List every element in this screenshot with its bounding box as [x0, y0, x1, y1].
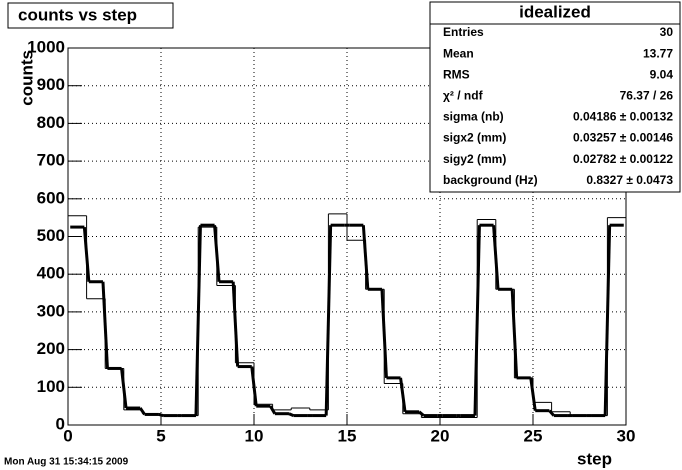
stats-value: 13.77 [643, 46, 673, 60]
fit-connector [288, 412, 295, 417]
fit-connector [510, 289, 519, 378]
x-axis-label: step [577, 449, 612, 468]
fit-connector [361, 225, 370, 290]
fit-connector [82, 226, 91, 282]
x-tick-label: 25 [524, 426, 543, 445]
stats-value: 76.37 / 26 [620, 88, 674, 102]
fit-connector [399, 377, 407, 413]
y-tick-label: 100 [37, 377, 65, 396]
y-tick-label: 500 [37, 226, 65, 245]
stats-title: idealized [519, 2, 591, 21]
fit-connector [380, 289, 388, 378]
fit-connector [138, 407, 146, 416]
y-tick-label: 700 [37, 151, 65, 170]
y-tick-label: 900 [37, 75, 65, 94]
fit-connector [250, 366, 258, 407]
stats-label: Mean [443, 46, 474, 60]
x-tick-label: 0 [63, 426, 72, 445]
y-tick-label: 400 [37, 264, 65, 283]
title-box [7, 2, 174, 29]
fit-connector [120, 368, 128, 409]
fit-connector [548, 409, 555, 417]
stats-label: Entries [443, 25, 484, 39]
x-tick-label: 20 [431, 426, 450, 445]
x-tick-label: 30 [617, 426, 636, 445]
y-tick-label: 600 [37, 188, 65, 207]
fit-connector [158, 412, 164, 418]
stats-label: χ² / ndf [443, 88, 484, 102]
stats-box [429, 1, 681, 193]
stats-label: sigy2 (mm) [443, 152, 506, 166]
fit-connector [529, 377, 537, 411]
fit-connector [194, 225, 202, 416]
y-tick-label: 200 [37, 339, 65, 358]
stats-value: 30 [660, 25, 674, 39]
x-tick-label: 5 [156, 426, 165, 445]
y-tick-label: 0 [56, 414, 65, 433]
stats-label: background (Hz) [443, 173, 538, 187]
stats-value: 0.03257 ± 0.00146 [573, 131, 673, 145]
y-tick-label: 1000 [27, 37, 65, 56]
stats-value: 0.04186 ± 0.00132 [573, 110, 673, 124]
x-tick-label: 15 [338, 426, 357, 445]
stats-value: 0.8327 ± 0.0473 [586, 173, 673, 187]
fit-connector [324, 225, 333, 416]
x-tick-label: 10 [245, 426, 264, 445]
stats-value: 0.02782 ± 0.00122 [573, 152, 673, 166]
y-axis-label: counts [17, 50, 36, 106]
fit-connector [418, 410, 425, 417]
fit-connector [603, 225, 612, 416]
fit-connector [269, 405, 277, 415]
fit-connector [231, 281, 240, 367]
y-tick-label: 800 [37, 113, 65, 132]
date-stamp: Mon Aug 31 15:34:15 2009 [4, 457, 129, 468]
y-tick-label: 300 [37, 301, 65, 320]
chart-title: counts vs step [18, 5, 137, 24]
stats-label: sigx2 (mm) [443, 131, 506, 145]
stats-label: sigma (nb) [443, 110, 504, 124]
stats-value: 9.04 [650, 67, 674, 81]
fit-connector [101, 281, 109, 369]
fit-connector [473, 225, 481, 416]
fit-connector [213, 225, 221, 282]
stats-label: RMS [443, 67, 470, 81]
fit-connector [492, 225, 500, 290]
